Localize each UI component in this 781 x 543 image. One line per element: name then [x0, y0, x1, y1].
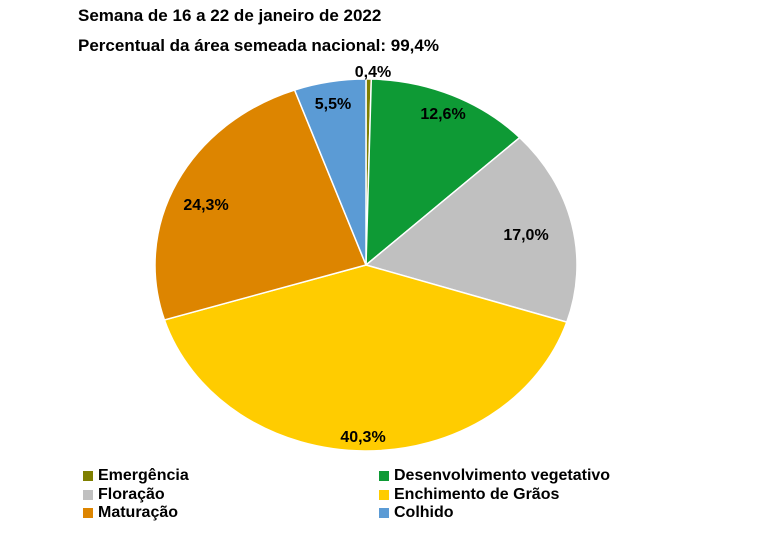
- slice-data-label: 24,3%: [183, 197, 228, 214]
- legend-item: Colhido: [379, 504, 454, 522]
- slice-data-label: 17,0%: [503, 227, 548, 244]
- legend-swatch: [379, 508, 389, 518]
- pie-slice-6: [293, 78, 367, 266]
- legend-item: Desenvolvimento vegetativo: [379, 467, 610, 485]
- pie-slice-5: [154, 89, 368, 321]
- legend-label: Floração: [98, 486, 165, 503]
- legend-swatch: [379, 490, 389, 500]
- legend-swatch: [83, 508, 93, 518]
- legend-label: Enchimento de Grãos: [394, 486, 560, 503]
- legend-label: Maturação: [98, 504, 179, 521]
- chart-subtitle: Percentual da área semeada nacional: 99,…: [78, 36, 439, 55]
- slice-data-label: 5,5%: [315, 96, 351, 113]
- slice-data-label: 12,6%: [420, 106, 465, 123]
- legend-label: Emergência: [98, 467, 189, 484]
- legend-item: Enchimento de Grãos: [379, 486, 559, 504]
- legend-label: Colhido: [394, 504, 454, 521]
- legend-item: Emergência: [83, 467, 189, 485]
- pie-slice-3: [364, 136, 578, 324]
- slice-data-label: 0,4%: [355, 64, 391, 81]
- chart-title: Semana de 16 a 22 de janeiro de 2022: [78, 6, 382, 25]
- pie-slice-2: [365, 78, 521, 267]
- slice-data-label: 40,3%: [340, 429, 385, 446]
- legend-swatch: [379, 471, 389, 481]
- legend-item: Floração: [83, 486, 165, 504]
- legend-swatch: [83, 471, 93, 481]
- pie-slice-4: [163, 264, 568, 452]
- legend-item: Maturação: [83, 504, 178, 522]
- legend-label: Desenvolvimento vegetativo: [394, 467, 611, 484]
- legend-swatch: [83, 490, 93, 500]
